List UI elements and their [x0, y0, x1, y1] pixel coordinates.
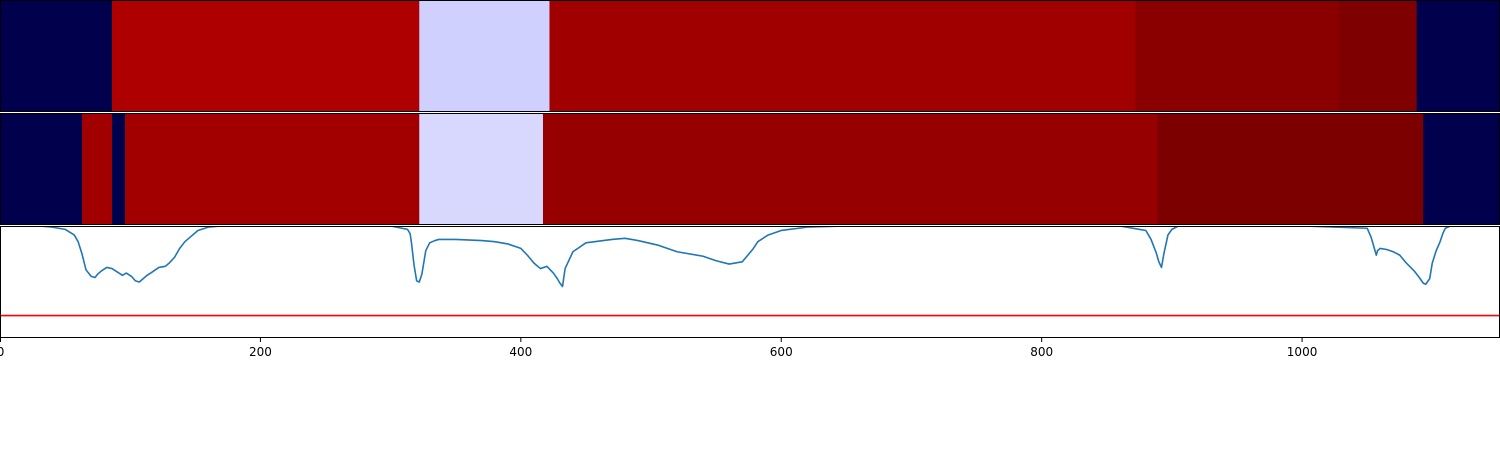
heatmap-segment — [125, 113, 420, 225]
heatmap-segment — [549, 0, 1136, 112]
x-tick-label: 1000 — [1287, 345, 1318, 359]
x-axis: 0 200 400 600 800 1000 — [0, 338, 1317, 359]
heatmap-segment — [1338, 0, 1418, 112]
x-tick-label: 0 — [0, 345, 4, 359]
heatmap-segment — [1416, 0, 1500, 112]
x-tick-label: 200 — [249, 345, 272, 359]
heatmap-segment — [111, 113, 126, 225]
heatmap-segment — [82, 113, 113, 225]
heatmap-segment — [0, 113, 83, 225]
heatmap-segment — [1135, 0, 1340, 112]
line-panel — [0, 226, 1500, 338]
series-line — [0, 226, 1500, 288]
x-tick-label: 600 — [770, 345, 793, 359]
heatmap-segment — [1157, 113, 1424, 225]
heatmap-segment — [542, 113, 1159, 225]
heatmap-segment — [419, 0, 550, 112]
heatmap-segment — [1423, 113, 1500, 225]
heatmap-segment — [0, 0, 113, 112]
heatmap-segment — [419, 113, 544, 225]
heatmap-track-2 — [0, 113, 1500, 225]
x-tick-label: 800 — [1030, 345, 1053, 359]
heatmap-segment — [111, 0, 420, 112]
x-tick-label: 400 — [509, 345, 532, 359]
heatmap-track-1 — [0, 0, 1500, 112]
